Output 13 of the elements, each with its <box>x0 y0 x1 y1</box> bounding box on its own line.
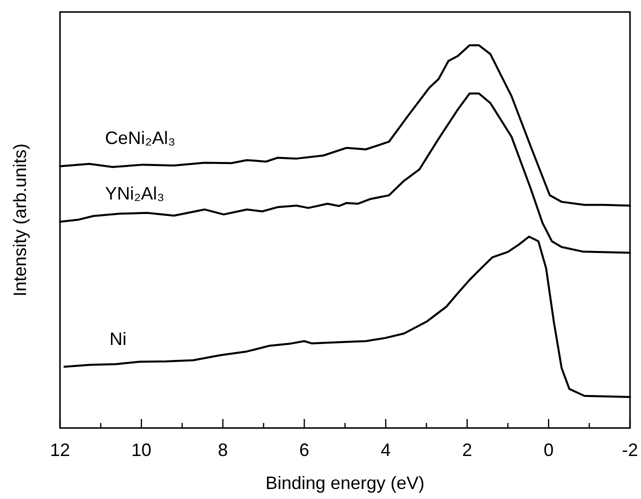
series-label: YNi₂Al₃ <box>105 184 164 204</box>
x-tick-label: 8 <box>218 440 228 460</box>
series-label: CeNi₂Al₃ <box>105 128 176 148</box>
x-tick-label: 6 <box>299 440 310 460</box>
x-tick-label: 4 <box>380 440 391 460</box>
y-axis-title: Intensity (arb.units) <box>10 143 30 297</box>
x-tick-label: 2 <box>462 440 472 460</box>
series-label: Ni <box>109 328 126 349</box>
x-axis-title: Binding energy (eV) <box>265 473 425 493</box>
x-tick-label: 10 <box>131 440 152 460</box>
x-tick-label: 0 <box>544 440 554 460</box>
x-tick-label: 12 <box>50 440 70 460</box>
x-tick-label: -2 <box>622 440 638 460</box>
